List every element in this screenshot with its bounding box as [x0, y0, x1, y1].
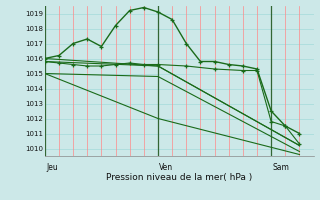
Text: Sam: Sam — [273, 163, 290, 172]
Text: Jeu: Jeu — [46, 163, 58, 172]
Text: Ven: Ven — [159, 163, 173, 172]
X-axis label: Pression niveau de la mer( hPa ): Pression niveau de la mer( hPa ) — [106, 173, 252, 182]
